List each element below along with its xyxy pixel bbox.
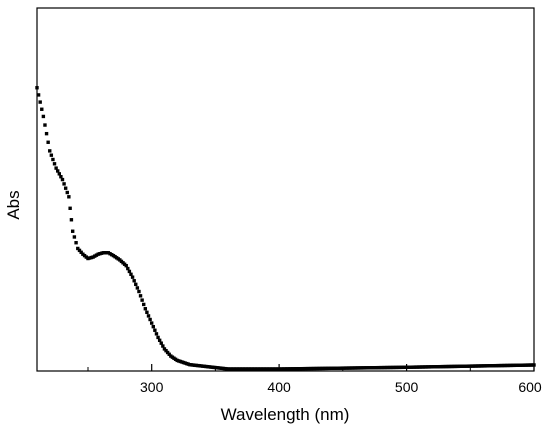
data-point (151, 324, 155, 329)
data-point (159, 341, 163, 345)
data-point (44, 131, 49, 136)
data-point (60, 177, 65, 182)
series-abs (35, 86, 536, 371)
data-point (98, 252, 102, 256)
data-point (134, 282, 138, 287)
data-point (52, 162, 57, 166)
data-point (48, 149, 52, 153)
x-tick-label-500: 500 (395, 379, 419, 395)
data-point (164, 349, 168, 353)
data-point (135, 286, 140, 290)
plot-frame (36, 7, 535, 372)
data-point (62, 182, 66, 186)
data-point (38, 100, 42, 104)
data-point (67, 195, 71, 199)
data-point (51, 157, 55, 162)
data-point (43, 123, 47, 127)
x-axis: 300 400 500 600 Wavelength (nm) (87, 364, 542, 424)
data-point (72, 235, 77, 239)
data-point (129, 272, 133, 276)
data-point (137, 289, 141, 294)
data-point (68, 206, 72, 210)
data-point (145, 310, 149, 315)
x-tick-label-400: 400 (267, 379, 291, 395)
data-point (140, 298, 144, 302)
data-point (70, 229, 75, 233)
data-point (57, 172, 61, 176)
x-axis-title: Wavelength (nm) (221, 405, 350, 424)
data-point (76, 246, 80, 251)
data-point (46, 140, 50, 144)
data-point (63, 186, 68, 190)
data-point (77, 248, 82, 253)
data-point (74, 241, 78, 245)
data-point (124, 263, 128, 268)
data-point (142, 302, 146, 307)
data-point (35, 86, 39, 90)
y-axis-title: Abs (4, 190, 23, 219)
data-point (165, 350, 170, 355)
data-point (167, 352, 171, 356)
data-point (49, 153, 54, 157)
data-point (157, 338, 162, 342)
data-point (89, 255, 94, 260)
data-point (56, 169, 60, 173)
data-point (69, 218, 74, 222)
data-point (79, 250, 83, 254)
data-point (153, 328, 157, 332)
data-point (40, 107, 44, 111)
data-point (132, 279, 136, 283)
data-point (143, 307, 148, 311)
data-point (41, 114, 46, 119)
data-point (148, 317, 152, 322)
data-point (154, 332, 159, 336)
data-point (130, 275, 135, 279)
data-point (146, 314, 151, 318)
x-tick-label-300: 300 (140, 379, 164, 395)
data-point (126, 266, 130, 271)
data-point (59, 175, 63, 179)
x-tick-label-600: 600 (518, 379, 542, 395)
y-axis: Abs (4, 190, 23, 219)
data-point (110, 252, 114, 257)
data-point (532, 363, 536, 367)
data-point (54, 166, 58, 170)
data-point (127, 269, 132, 274)
data-point (36, 93, 41, 97)
data-point (162, 347, 167, 351)
data-point (156, 335, 160, 340)
data-point (65, 190, 69, 195)
data-point (138, 294, 143, 298)
data-point (161, 344, 165, 348)
data-point (149, 321, 154, 325)
